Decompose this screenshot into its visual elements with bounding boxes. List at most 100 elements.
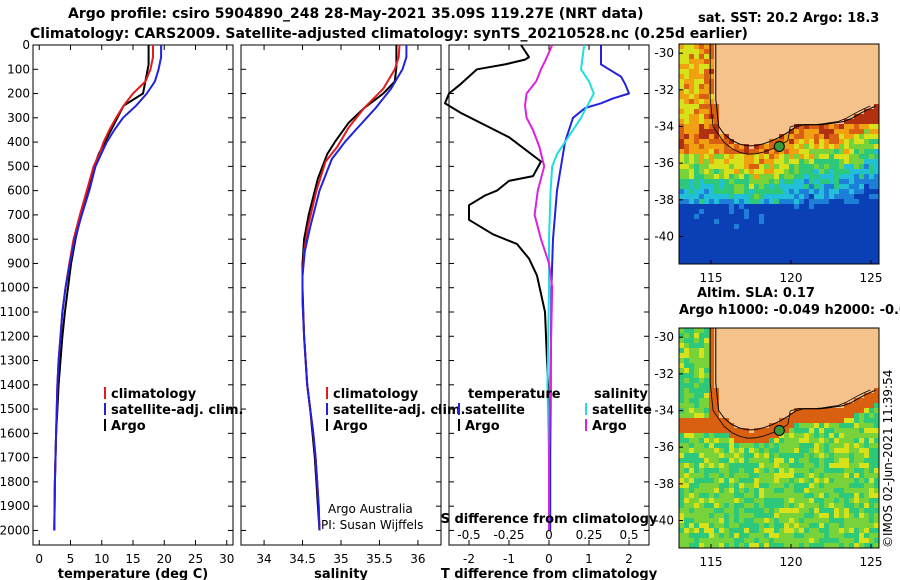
legend-label: Argo	[111, 419, 146, 434]
heatmap-cell	[859, 508, 865, 514]
heatmap-cell	[819, 403, 825, 409]
heatmap-cell	[874, 353, 880, 359]
y-tick-label: 1800	[0, 475, 30, 489]
heatmap-cell	[739, 488, 745, 494]
heatmap-cell	[729, 224, 735, 230]
heatmap-cell	[859, 259, 865, 265]
heatmap-cell	[799, 458, 805, 464]
heatmap-cell	[754, 99, 760, 105]
heatmap-cell	[754, 358, 760, 364]
heatmap-cell	[744, 488, 750, 494]
heatmap-cell	[849, 249, 855, 255]
heatmap-cell	[744, 74, 750, 80]
heatmap-cell	[809, 144, 815, 150]
heatmap-cell	[679, 249, 685, 255]
heatmap-cell	[759, 438, 765, 444]
heatmap-cell	[774, 438, 780, 444]
heatmap-cell	[724, 159, 730, 165]
heatmap-cell	[694, 169, 700, 175]
heatmap-cell	[869, 488, 875, 494]
heatmap-cell	[854, 84, 860, 90]
heatmap-cell	[834, 69, 840, 75]
heatmap-cell	[774, 543, 780, 549]
heatmap-cell	[819, 59, 825, 65]
heatmap-cell	[684, 528, 690, 534]
heatmap-cell	[804, 513, 810, 519]
heatmap-cell	[869, 164, 875, 170]
heatmap-cell	[729, 94, 735, 100]
heatmap-cell	[724, 239, 730, 245]
heatmap-cell	[699, 74, 705, 80]
heatmap-cell	[834, 259, 840, 265]
heatmap-cell	[854, 523, 860, 529]
heatmap-cell	[759, 473, 765, 479]
heatmap-cell	[829, 448, 835, 454]
heatmap-cell	[829, 194, 835, 200]
heatmap-cell	[834, 79, 840, 85]
heatmap-cell	[759, 114, 765, 120]
heatmap-cell	[864, 119, 870, 125]
heatmap-cell	[714, 378, 720, 384]
heatmap-cell	[859, 418, 865, 424]
heatmap-cell	[784, 458, 790, 464]
heatmap-cell	[754, 139, 760, 145]
heatmap-cell	[724, 328, 730, 334]
heatmap-cell	[719, 398, 725, 404]
heatmap-cell	[814, 478, 820, 484]
heatmap-cell	[834, 194, 840, 200]
heatmap-cell	[724, 114, 730, 120]
heatmap-cell	[874, 99, 880, 105]
x-tick-label: 36	[410, 552, 425, 566]
heatmap-cell	[774, 393, 780, 399]
heatmap-cell	[769, 249, 775, 255]
heatmap-cell	[794, 543, 800, 549]
heatmap-cell	[734, 423, 740, 429]
heatmap-cell	[754, 64, 760, 70]
heatmap-cell	[759, 468, 765, 474]
heatmap-cell	[704, 89, 710, 95]
heatmap-cell	[699, 433, 705, 439]
heatmap-cell	[819, 463, 825, 469]
heatmap-cell	[714, 373, 720, 379]
heatmap-cell	[744, 378, 750, 384]
heatmap-cell	[784, 174, 790, 180]
heatmap-cell	[874, 488, 880, 494]
heatmap-cell	[819, 448, 825, 454]
heatmap-cell	[709, 119, 715, 125]
heatmap-cell	[854, 209, 860, 215]
heatmap-cell	[744, 59, 750, 65]
heatmap-cell	[774, 59, 780, 65]
heatmap-cell	[754, 478, 760, 484]
heatmap-cell	[744, 513, 750, 519]
heatmap-cell	[864, 199, 870, 205]
heatmap-cell	[739, 149, 745, 155]
heatmap-cell	[699, 353, 705, 359]
heatmap-cell	[874, 169, 880, 175]
heatmap-cell	[829, 214, 835, 220]
heatmap-cell	[874, 528, 880, 534]
heatmap-cell	[704, 234, 710, 240]
heatmap-cell	[834, 44, 840, 50]
heatmap-cell	[729, 129, 735, 135]
heatmap-cell	[699, 189, 705, 195]
heatmap-cell	[734, 214, 740, 220]
heatmap-cell	[739, 139, 745, 145]
heatmap-cell	[794, 378, 800, 384]
heatmap-cell	[679, 458, 685, 464]
heatmap-cell	[854, 124, 860, 130]
heatmap-cell	[734, 234, 740, 240]
heatmap-cell	[714, 174, 720, 180]
heatmap-cell	[809, 513, 815, 519]
heatmap-cell	[814, 518, 820, 524]
heatmap-cell	[794, 523, 800, 529]
heatmap-cell	[849, 513, 855, 519]
heatmap-cell	[814, 44, 820, 50]
heatmap-cell	[689, 453, 695, 459]
heatmap-cell	[679, 338, 685, 344]
heatmap-cell	[819, 234, 825, 240]
heatmap-cell	[824, 528, 830, 534]
heatmap-cell	[734, 189, 740, 195]
heatmap-cell	[754, 174, 760, 180]
heatmap-cell	[704, 259, 710, 265]
heatmap-cell	[869, 348, 875, 354]
